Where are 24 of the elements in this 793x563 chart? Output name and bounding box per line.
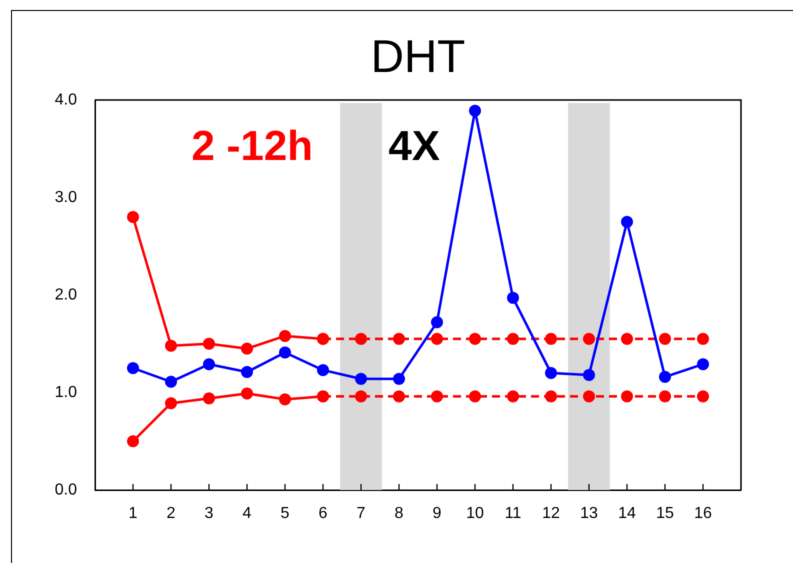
y-tick-label: 2.0 [54,286,78,304]
x-tick-label: 8 [394,505,404,522]
x-tick-label: 11 [504,505,522,522]
chart-title: DHT [370,30,466,82]
annotation: 2 -12h [192,122,313,169]
y-tick-label: 1.0 [54,384,78,401]
annotation: 4X [388,122,440,169]
x-tick-label: 3 [204,505,214,522]
y-tick-label: 3.0 [54,188,78,206]
x-tick-label: 16 [694,505,712,522]
x-tick-label: 5 [280,505,290,522]
x-tick-label: 1 [128,505,138,522]
x-tick-label: 15 [656,505,674,522]
x-tick-label: 10 [466,505,484,522]
x-tick-label: 7 [356,505,366,522]
x-tick-label: 4 [242,505,252,522]
x-tick-label: 9 [432,505,442,522]
y-tick-label: 4.0 [54,91,78,108]
x-tick-label: 14 [618,505,636,522]
x-tick-label: 13 [580,505,598,522]
x-tick-label: 6 [318,505,328,522]
x-tick-label: 2 [166,505,176,522]
y-tick-label: 0.0 [54,481,78,498]
x-tick-label: 12 [542,505,560,522]
